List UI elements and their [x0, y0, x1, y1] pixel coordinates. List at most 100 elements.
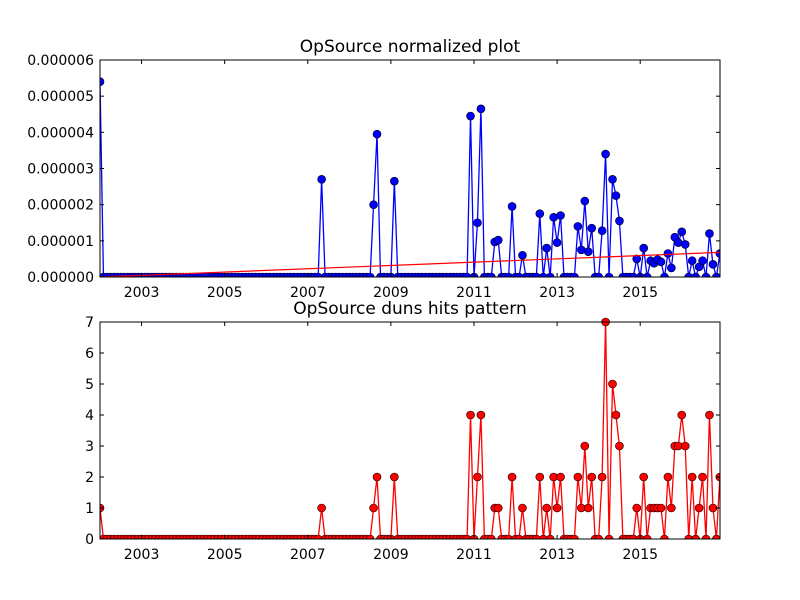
data-point — [660, 534, 669, 539]
x-tick-label: 2009 — [373, 547, 409, 563]
data-point — [466, 410, 475, 420]
x-tick-label: 2015 — [622, 547, 658, 563]
data-point — [535, 472, 545, 482]
data-point — [365, 272, 375, 277]
y-tick-label: 2 — [85, 470, 94, 486]
data-point — [587, 223, 597, 233]
data-point — [642, 272, 652, 277]
data-point — [698, 256, 707, 266]
data-point — [712, 272, 720, 277]
data-point — [680, 441, 690, 451]
y-axis: 0 1 2 3 4 5 6 7 — [85, 315, 720, 548]
axes-frame — [99, 321, 721, 540]
axes-frame — [99, 59, 721, 278]
series-line — [100, 321, 720, 539]
data-point — [369, 200, 378, 209]
data-point — [608, 379, 617, 389]
data-point — [705, 410, 714, 420]
data-point — [473, 472, 482, 482]
data-point — [684, 272, 693, 277]
y-tick-label: 7 — [85, 315, 94, 331]
data-point — [487, 534, 496, 539]
data-point — [604, 534, 614, 539]
data-point — [535, 209, 545, 219]
data-point — [594, 534, 603, 539]
plot-area — [100, 77, 720, 277]
data-point — [677, 410, 687, 420]
data-point — [583, 247, 593, 256]
y-tick-label: 0.000004 — [27, 125, 94, 141]
data-point — [493, 235, 503, 245]
data-point — [556, 211, 565, 220]
data-point — [580, 196, 590, 206]
data-point — [667, 263, 676, 273]
data-point — [372, 472, 382, 482]
data-point — [504, 272, 513, 277]
data-point — [691, 272, 700, 277]
data-point — [615, 216, 624, 226]
data-point — [698, 472, 707, 482]
x-tick-label: 2009 — [373, 285, 409, 301]
y-tick-label: 0.000000 — [27, 270, 94, 286]
y-tick-label: 5 — [85, 377, 94, 393]
data-point — [570, 534, 579, 539]
data-point — [642, 534, 652, 539]
data-point — [538, 534, 548, 539]
y-axis: 0.000000 0.000001 0.000002 0.000003 0.000004… — [27, 53, 720, 286]
data-point — [476, 410, 486, 420]
series-group — [100, 77, 720, 277]
x-tick-label: 2005 — [207, 285, 243, 301]
data-point — [708, 260, 718, 269]
data-point — [570, 272, 579, 277]
data-point — [462, 272, 472, 277]
x-tick-label: 2013 — [539, 285, 575, 301]
data-point — [507, 202, 517, 211]
data-point — [514, 534, 524, 539]
data-point — [687, 472, 697, 482]
data-point — [542, 503, 552, 513]
data-point — [639, 243, 648, 253]
data-point — [514, 272, 524, 277]
data-point — [601, 149, 610, 159]
x-tick-label: 2013 — [539, 547, 575, 563]
data-point — [507, 472, 517, 482]
plot-area — [100, 317, 720, 539]
y-tick-label: 4 — [85, 408, 94, 424]
data-point — [684, 534, 693, 539]
data-point — [680, 240, 690, 249]
data-point — [694, 503, 704, 513]
data-point — [538, 272, 548, 277]
data-point — [687, 256, 697, 266]
chart-title: OpSource normalized plot — [300, 37, 521, 57]
x-tick-label: 2015 — [622, 285, 658, 301]
duns-hits-chart: OpSource duns hits pattern 2003 2005 2007 2… — [85, 299, 721, 563]
data-point — [701, 272, 711, 277]
data-point — [313, 272, 323, 277]
data-point — [369, 503, 378, 513]
data-point — [518, 251, 527, 260]
y-tick-label: 0.000001 — [27, 234, 94, 250]
x-tick-label: 2007 — [290, 547, 326, 563]
data-point — [611, 191, 621, 200]
data-point — [708, 503, 718, 513]
data-point — [532, 534, 541, 539]
x-tick-label: 2003 — [124, 547, 160, 563]
data-point — [365, 534, 375, 539]
series-line — [100, 81, 720, 277]
data-point — [594, 272, 603, 277]
y-tick-label: 0 — [85, 532, 94, 548]
data-point — [691, 534, 700, 539]
data-point — [615, 441, 624, 451]
data-point — [597, 472, 607, 482]
data-point — [663, 472, 673, 482]
x-tick-label: 2003 — [124, 285, 160, 301]
data-point — [518, 503, 527, 513]
x-axis: 2003 2005 2007 2009 2011 2013 2015 — [124, 60, 658, 301]
y-tick-label: 0.000003 — [27, 162, 94, 178]
chart-title: OpSource duns hits pattern — [293, 299, 526, 319]
data-point — [573, 222, 583, 231]
data-point — [712, 534, 720, 539]
data-point — [628, 272, 638, 277]
data-point — [705, 229, 714, 238]
data-point — [466, 111, 475, 121]
